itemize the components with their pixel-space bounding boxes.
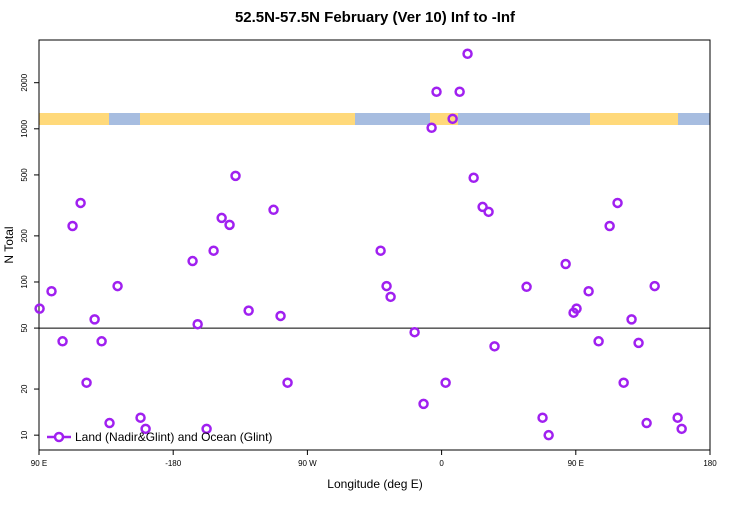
point [483, 206, 494, 218]
x-axis-title: Longitude (deg E) [327, 477, 422, 491]
point [67, 220, 78, 232]
x-tick-label: 0 [439, 459, 444, 468]
point [431, 86, 442, 97]
point [57, 336, 68, 347]
land-band [39, 113, 678, 125]
point [243, 305, 254, 316]
point [409, 326, 420, 338]
point [426, 122, 437, 134]
point [612, 197, 623, 209]
legend-label: Land (Nadir&Glint) and Ocean (Glint) [75, 430, 272, 444]
point [626, 314, 637, 325]
y-tick-label: 200 [20, 229, 29, 243]
y-tick-label: 50 [20, 323, 29, 332]
x-tick-label: 180 [703, 459, 717, 468]
point [135, 412, 146, 423]
point [81, 377, 92, 388]
point [618, 377, 629, 388]
chart-title: 52.5N-57.5N February (Ver 10) Inf to -In… [235, 9, 516, 26]
y-tick-label: 1000 [20, 119, 29, 137]
point [571, 303, 582, 314]
point [649, 280, 660, 292]
point [275, 310, 286, 322]
x-tick-label: 90 W [298, 459, 317, 468]
point [216, 212, 227, 224]
x-tick-label: 90 E [568, 459, 584, 468]
point [537, 412, 548, 423]
point [477, 201, 488, 213]
point [560, 258, 571, 270]
point [462, 48, 473, 60]
legend-marker [53, 431, 65, 443]
point [112, 280, 123, 292]
point [224, 219, 235, 231]
point [104, 417, 115, 429]
point [385, 291, 396, 303]
plot-frame [38, 39, 711, 451]
y-tick-label: 100 [20, 275, 29, 289]
y-axis-title: N Total [2, 226, 16, 263]
point [454, 86, 465, 97]
point [583, 285, 594, 297]
point [447, 113, 458, 125]
y-tick-label: 2000 [20, 73, 29, 91]
point [192, 318, 203, 330]
y-tick-label: 20 [20, 384, 29, 393]
point [187, 255, 198, 267]
point [489, 341, 500, 352]
point [641, 417, 652, 429]
point [604, 220, 615, 232]
point [89, 314, 100, 325]
point [633, 337, 644, 349]
point [268, 204, 279, 216]
point [140, 423, 151, 435]
point [676, 423, 687, 435]
point [46, 285, 57, 297]
point [201, 423, 212, 435]
point [418, 398, 429, 410]
point [381, 280, 392, 292]
y-tick-label: 10 [20, 430, 29, 439]
point [230, 170, 241, 182]
point [96, 336, 107, 347]
x-tick-label: -180 [165, 459, 182, 468]
point [282, 377, 293, 388]
point [208, 245, 219, 256]
y-tick-label: 500 [20, 168, 29, 182]
point [468, 172, 479, 184]
point [75, 197, 86, 209]
point [521, 281, 532, 293]
point [34, 303, 45, 314]
point [593, 336, 604, 347]
point [440, 377, 451, 388]
point [375, 245, 386, 256]
x-tick-label: 90 E [31, 459, 47, 468]
point [672, 412, 683, 423]
point [543, 429, 554, 441]
